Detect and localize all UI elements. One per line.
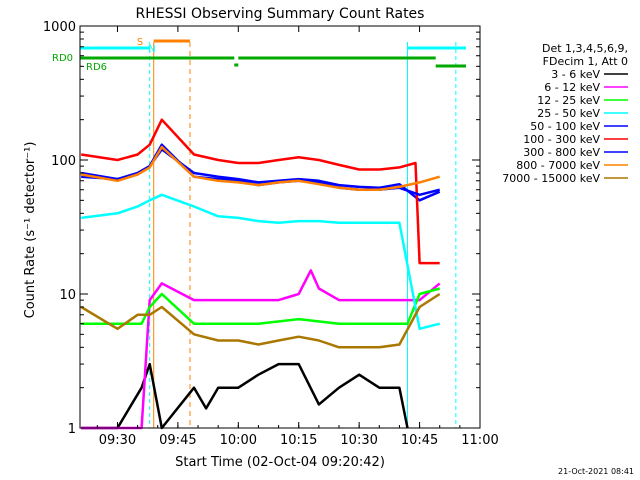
x-tick-label: 11:00 xyxy=(461,433,498,448)
legend-header: Det 1,3,4,5,6,9, xyxy=(542,42,628,55)
plot-area: RD0 RD6 SN xyxy=(52,37,466,430)
series-25-50-kev xyxy=(81,193,441,331)
y-tick-label: 10 xyxy=(59,288,76,303)
chart-title: RHESSI Observing Summary Count Rates xyxy=(136,6,425,22)
series-6-12-kev xyxy=(81,269,441,430)
x-tick-label: 10:15 xyxy=(280,433,317,448)
y-tick-label: 1000 xyxy=(43,20,76,35)
series-7000-15000-kev xyxy=(80,292,441,349)
legend-label: 800 - 7000 keV xyxy=(516,159,600,172)
legend-label: 100 - 300 keV xyxy=(523,133,600,146)
legend-label: 7000 - 15000 keV xyxy=(502,172,600,185)
series-800-7000-kev xyxy=(80,145,441,191)
legend-label: 300 - 800 keV xyxy=(523,146,600,159)
x-axis-label: Start Time (02-Oct-04 09:20:42) xyxy=(175,455,385,470)
flag-label: N xyxy=(148,44,155,55)
legend: Det 1,3,4,5,6,9,FDecim 1, Att 03 - 6 keV… xyxy=(502,42,628,185)
legend-label: 50 - 100 keV xyxy=(530,120,600,133)
x-tick-label: 10:30 xyxy=(340,433,377,448)
legend-label: 12 - 25 keV xyxy=(537,94,600,107)
series-100-300-kev xyxy=(81,118,440,265)
flag-label: RD0 xyxy=(52,53,73,64)
axes: 09:30 09:45 10:00 10:15 10:30 10:45 11:00 1 10 10… xyxy=(43,20,499,448)
timestamp: 21-Oct-2021 08:41 xyxy=(558,467,634,476)
x-tick-label: 09:45 xyxy=(159,433,196,448)
legend-label: 3 - 6 keV xyxy=(551,68,600,81)
y-axis-label: Count Rate (s⁻¹ detector⁻¹) xyxy=(23,142,38,319)
series-12-25-kev xyxy=(81,287,441,325)
y-tick-label: 1 xyxy=(68,422,76,437)
plot-frame xyxy=(79,25,481,429)
flag-label: RD6 xyxy=(86,62,107,73)
x-tick-label: 10:45 xyxy=(401,433,438,448)
series-3-6-kev xyxy=(81,362,409,430)
x-tick-label: 09:30 xyxy=(99,433,136,448)
flag-label: S xyxy=(137,37,143,48)
legend-label: 6 - 12 keV xyxy=(544,81,600,94)
legend-header: FDecim 1, Att 0 xyxy=(543,55,628,68)
x-tick-label: 10:00 xyxy=(220,433,257,448)
legend-label: 25 - 50 keV xyxy=(537,107,600,120)
y-tick-label: 100 xyxy=(51,154,76,169)
